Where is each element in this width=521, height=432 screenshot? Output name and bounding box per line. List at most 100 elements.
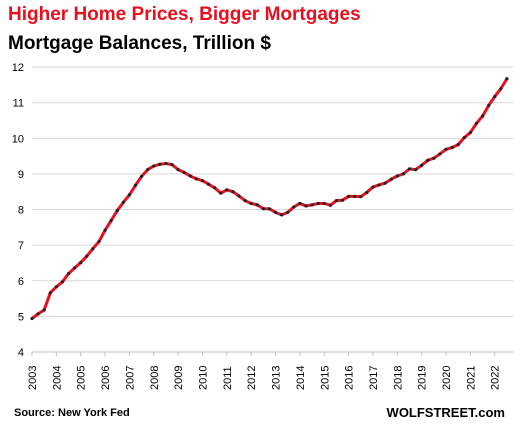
y-tick-label: 9 [18, 169, 24, 181]
x-tick-label: 2005 [76, 366, 88, 390]
series-markers [30, 77, 509, 321]
data-point [499, 87, 503, 91]
brand-logo: WOLFSTREET.com [386, 405, 505, 420]
data-point [66, 272, 71, 276]
data-point [243, 198, 247, 203]
data-point [462, 135, 466, 140]
data-point [103, 228, 107, 232]
y-tick-label: 7 [18, 240, 24, 252]
data-point [383, 181, 387, 185]
data-point [97, 239, 101, 244]
data-point [359, 195, 363, 199]
data-point [152, 164, 156, 168]
data-point [121, 200, 125, 204]
data-point [237, 194, 241, 198]
data-point [395, 174, 399, 178]
data-point [353, 194, 357, 198]
y-tick-label: 11 [13, 98, 24, 110]
data-point [316, 201, 320, 206]
data-point [261, 207, 265, 211]
data-point [255, 203, 259, 207]
y-tick-label: 6 [18, 276, 24, 288]
data-point [42, 308, 46, 312]
data-point [30, 316, 34, 321]
x-tick-label: 2015 [319, 366, 331, 390]
data-point [444, 147, 448, 151]
data-point [182, 170, 186, 175]
data-point [225, 188, 229, 192]
data-point [432, 156, 436, 160]
data-point [133, 183, 138, 187]
chart-subtitle: Mortgage Balances, Trillion $ [8, 33, 271, 54]
x-tick-label: 2011 [222, 366, 234, 390]
data-point [328, 203, 332, 207]
data-point [176, 168, 180, 172]
data-point [413, 168, 418, 172]
gridlines [32, 66, 513, 317]
data-point [146, 168, 150, 172]
data-point [194, 177, 198, 181]
data-point [377, 183, 381, 187]
x-tick-label: 2003 [27, 366, 39, 390]
data-point [365, 190, 369, 194]
data-point [480, 114, 485, 118]
data-point [456, 143, 460, 147]
chart-title: Higher Home Prices, Bigger Mortgages [8, 4, 361, 25]
data-point [48, 291, 52, 295]
data-point [401, 172, 406, 176]
x-axis-ticks: 2003 2004 2005 2006 2007 2008 2009 2010 2011 2012… [27, 352, 502, 390]
data-point [54, 285, 58, 289]
x-tick-label: 2012 [246, 366, 258, 390]
x-tick-label: 2007 [124, 366, 136, 390]
data-point [164, 161, 168, 166]
x-tick-label: 2004 [51, 366, 63, 390]
data-point [474, 121, 479, 125]
y-tick-label: 10 [12, 133, 24, 145]
x-tick-label: 2021 [465, 366, 477, 390]
data-point [188, 174, 192, 178]
x-tick-label: 2016 [344, 366, 356, 390]
data-point [79, 260, 83, 265]
data-point [420, 163, 424, 167]
data-point [389, 177, 393, 181]
data-point [304, 204, 308, 208]
data-point [371, 185, 375, 189]
data-point [267, 207, 272, 211]
x-tick-label: 2010 [197, 366, 209, 390]
data-point [340, 198, 345, 202]
data-point [91, 247, 95, 251]
data-point [334, 198, 339, 203]
y-tick-label: 8 [18, 205, 24, 217]
x-tick-label: 2018 [392, 366, 404, 390]
data-point [231, 190, 235, 194]
data-point [60, 280, 65, 284]
x-tick-label: 2009 [173, 366, 185, 390]
data-point [109, 218, 113, 223]
data-point [36, 312, 40, 316]
data-point [200, 179, 205, 183]
x-tick-label: 2017 [368, 366, 380, 390]
data-point [85, 254, 89, 258]
y-tick-label: 12 [12, 62, 24, 74]
data-point [249, 201, 253, 206]
data-point [493, 94, 497, 99]
data-point [487, 103, 491, 108]
data-point [127, 193, 132, 197]
data-point [73, 266, 77, 270]
data-point [468, 130, 472, 135]
data-point [273, 210, 278, 214]
data-point [407, 167, 412, 171]
x-tick-label: 2020 [441, 366, 453, 390]
data-point [438, 152, 442, 156]
x-tick-label: 2019 [417, 366, 429, 390]
data-point [292, 205, 296, 209]
data-point [347, 194, 351, 198]
data-point [170, 163, 174, 167]
data-point [310, 203, 314, 207]
x-tick-label: 2006 [100, 366, 112, 390]
data-point [158, 162, 162, 166]
data-point [286, 210, 290, 214]
data-point [505, 77, 509, 81]
data-point [426, 158, 430, 162]
